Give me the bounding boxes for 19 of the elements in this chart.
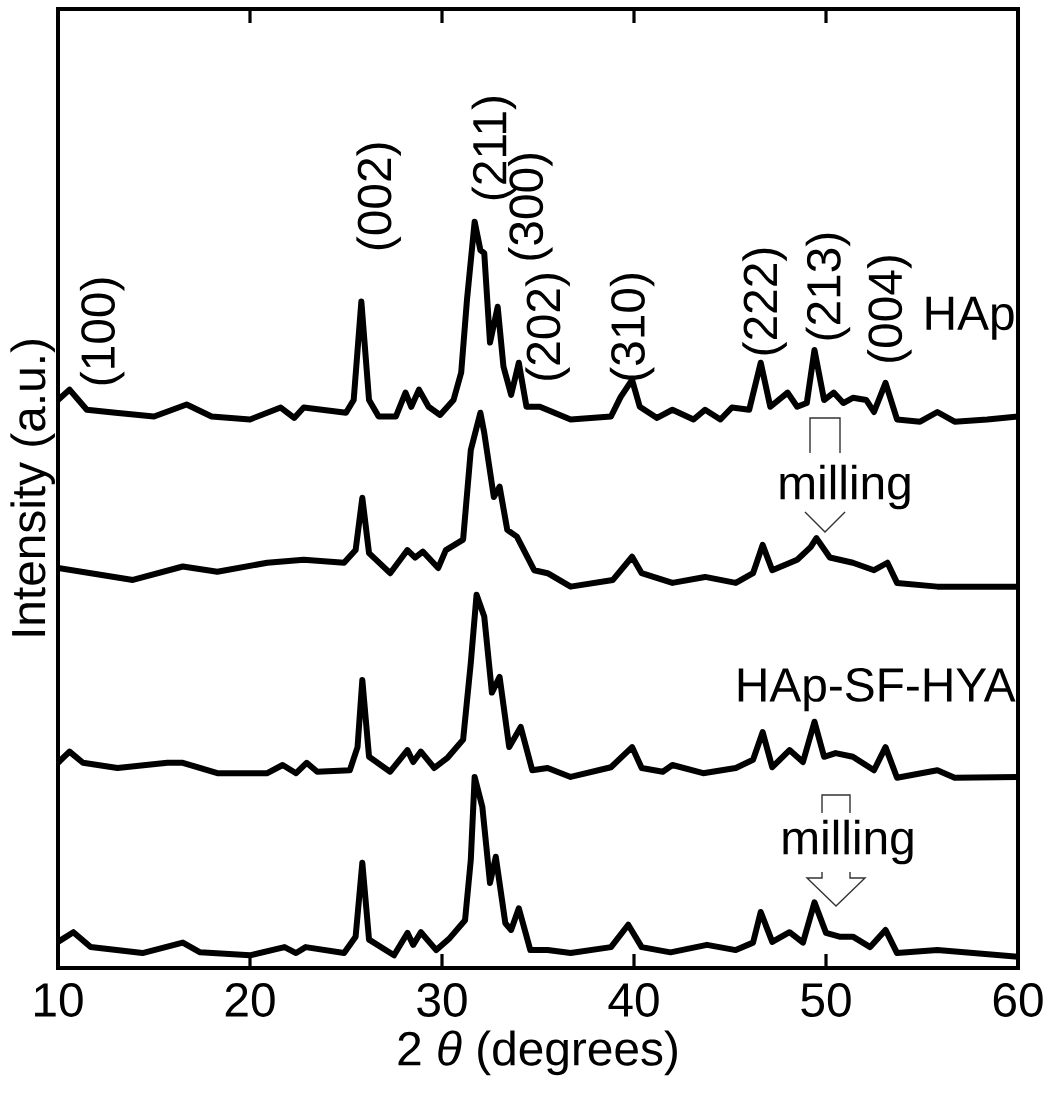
annotation: (004) bbox=[867, 256, 912, 362]
x-tick-label: 50 bbox=[801, 983, 851, 1017]
series-label: HAp bbox=[926, 296, 1014, 340]
annotation: (202) bbox=[525, 274, 570, 380]
annotation: (310) bbox=[609, 274, 655, 380]
annotation: (100) bbox=[79, 278, 125, 385]
x-axis-title: 2 θ (degrees) bbox=[398, 1030, 677, 1076]
annotation: (213) bbox=[805, 233, 851, 340]
x-tick-label: 20 bbox=[225, 983, 275, 1017]
x-tick-label: 30 bbox=[417, 983, 467, 1017]
x-tick-label: 40 bbox=[608, 983, 659, 1017]
x-tick-label: 10 bbox=[35, 983, 83, 1017]
annotation: milling bbox=[783, 819, 913, 865]
annotation: milling bbox=[780, 464, 910, 510]
y-axis-title: Intensity (a.u.) bbox=[10, 340, 55, 636]
annotation: (222) bbox=[742, 248, 787, 355]
x-tick-label: 60 bbox=[993, 983, 1043, 1017]
annotation: (002) bbox=[356, 143, 401, 250]
series-label: HAp-SF-HYA bbox=[738, 668, 1016, 712]
